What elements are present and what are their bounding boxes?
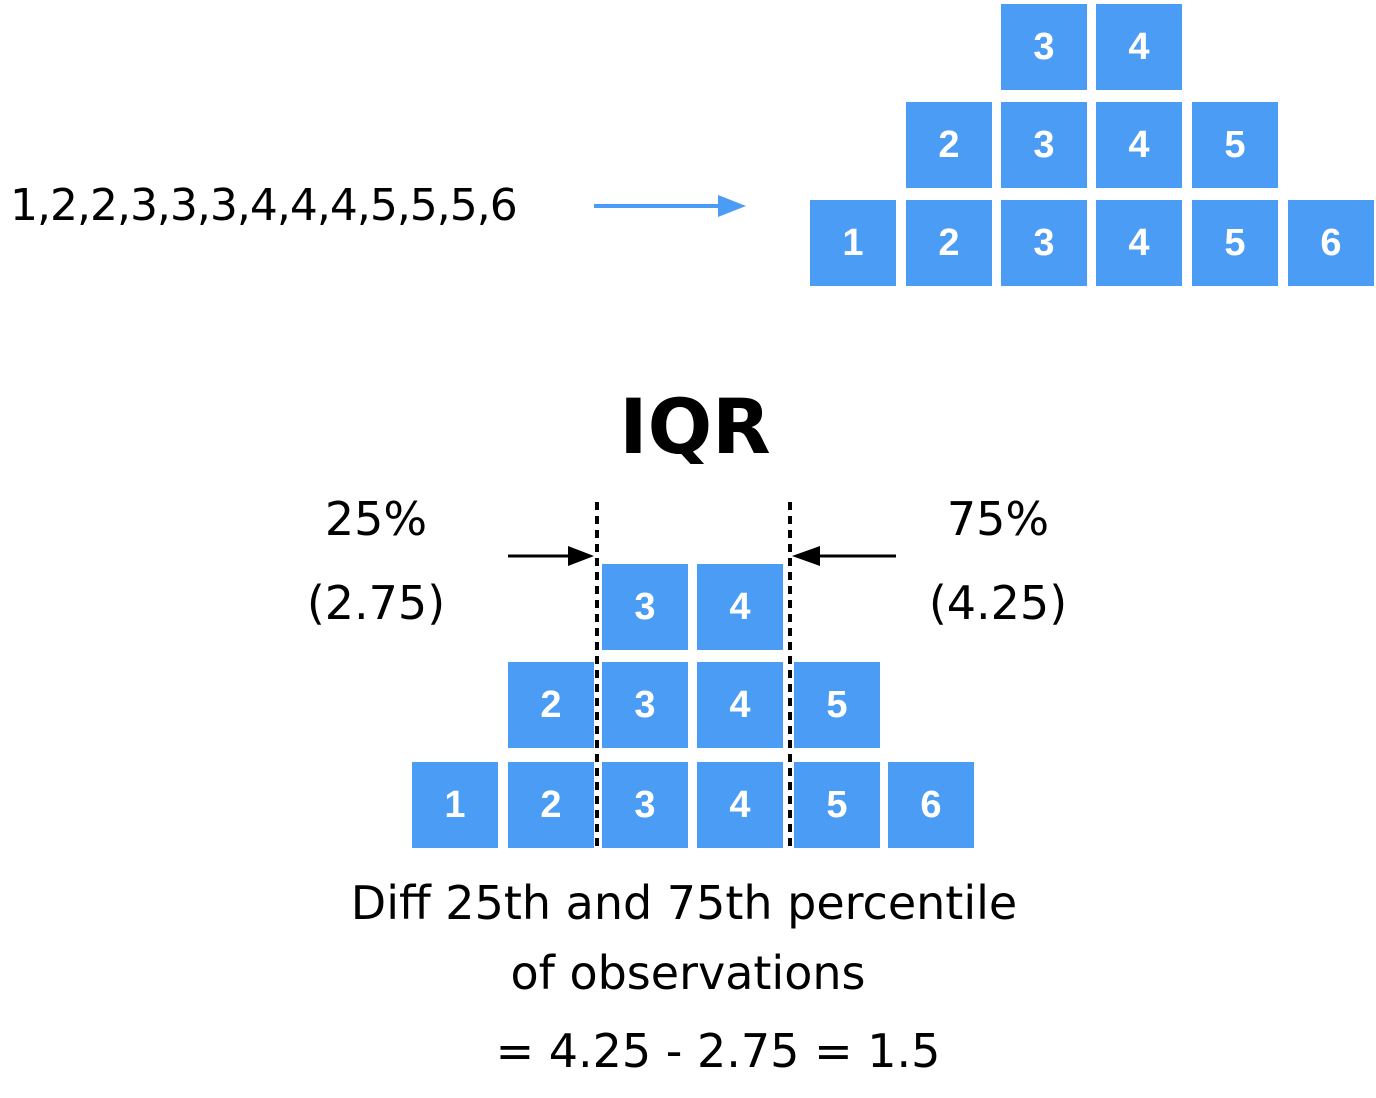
sequence-arrow-icon [594,195,746,217]
p25-value: (2.75) [306,576,446,630]
iqr-block: 3 [602,564,688,650]
p25-arrow-icon [508,546,594,566]
caption-line-1: Diff 25th and 75th percentile [350,876,1018,930]
p75-label: 75% [946,492,1050,546]
top-block: 5 [1192,200,1278,286]
top-block: 6 [1288,200,1374,286]
iqr-block: 5 [794,762,880,848]
number-sequence: 1,2,2,3,3,3,4,4,4,5,5,5,6 [10,180,518,231]
top-block: 5 [1192,102,1278,188]
iqr-block: 4 [697,762,783,848]
top-block: 4 [1096,200,1182,286]
top-block: 3 [1001,102,1087,188]
p75-arrow-icon [792,546,896,566]
iqr-block: 2 [508,662,594,748]
p75-value: (4.25) [928,576,1068,630]
iqr-block: 3 [602,762,688,848]
iqr-title: IQR [619,382,771,471]
top-block: 1 [810,200,896,286]
iqr-block: 4 [697,564,783,650]
top-block: 4 [1096,4,1182,90]
top-block: 4 [1096,102,1182,188]
iqr-block: 4 [697,662,783,748]
top-block: 3 [1001,4,1087,90]
caption-line-2: of observations [510,946,866,1000]
iqr-block: 6 [888,762,974,848]
iqr-block: 2 [508,762,594,848]
iqr-block: 3 [602,662,688,748]
iqr-block: 1 [412,762,498,848]
top-block: 2 [906,102,992,188]
top-block: 3 [1001,200,1087,286]
p25-label: 25% [324,492,428,546]
iqr-block: 5 [794,662,880,748]
top-block: 2 [906,200,992,286]
caption-line-3: = 4.25 - 2.75 = 1.5 [495,1024,941,1078]
